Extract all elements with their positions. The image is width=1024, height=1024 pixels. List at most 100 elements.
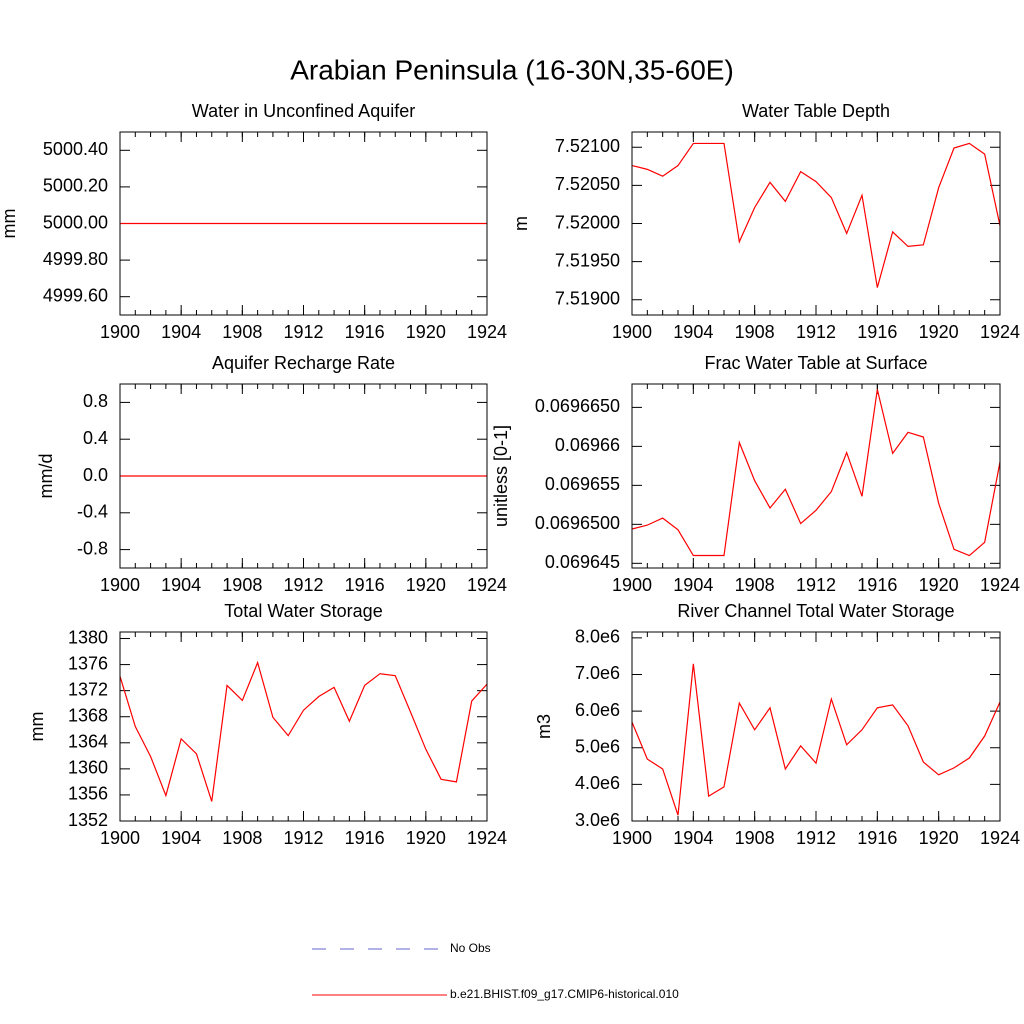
y-tick-label: 1380 [68, 627, 108, 647]
x-tick-label: 1916 [345, 575, 385, 595]
y-tick-label: 0.8 [83, 391, 108, 411]
y-axis-label: mm/d [36, 454, 56, 499]
y-tick-label: 1372 [68, 679, 108, 699]
y-tick-label: 7.51900 [555, 289, 620, 309]
data-line [631, 389, 1001, 557]
panel-title: Water in Unconfined Aquifer [192, 101, 415, 121]
x-tick-label: 1912 [796, 575, 836, 595]
y-tick-label: 7.51950 [555, 250, 620, 270]
y-axis-label: mm [0, 209, 19, 239]
x-tick-label: 1916 [857, 322, 897, 342]
plot-frame [631, 131, 1001, 316]
y-tick-label: 1352 [68, 810, 108, 830]
x-tick-label: 1912 [796, 828, 836, 848]
y-tick-label: 8.0e6 [575, 627, 620, 647]
y-tick-label: 5000.40 [43, 139, 108, 159]
y-tick-label: 3.0e6 [575, 810, 620, 830]
x-tick-label: 1924 [467, 828, 507, 848]
x-tick-label: 1920 [919, 828, 959, 848]
panel-title: River Channel Total Water Storage [677, 601, 954, 621]
y-tick-label: 1360 [68, 758, 108, 778]
y-tick-label: 4.0e6 [575, 773, 620, 793]
x-tick-label: 1908 [735, 828, 775, 848]
x-tick-label: 1924 [980, 828, 1020, 848]
x-tick-label: 1916 [345, 828, 385, 848]
plot-frame [631, 631, 1001, 822]
x-tick-label: 1904 [161, 322, 201, 342]
x-tick-label: 1912 [283, 828, 323, 848]
y-tick-label: 7.52050 [555, 174, 620, 194]
x-tick-label: 1900 [100, 828, 140, 848]
y-tick-label: 5000.00 [43, 212, 108, 232]
x-tick-label: 1924 [467, 575, 507, 595]
x-tick-label: 1916 [857, 828, 897, 848]
x-tick-label: 1924 [980, 575, 1020, 595]
panel-title: Aquifer Recharge Rate [212, 353, 395, 373]
x-tick-label: 1920 [919, 575, 959, 595]
panel-title: Total Water Storage [224, 601, 382, 621]
y-tick-label: 0.4 [83, 428, 108, 448]
panel-title: Water Table Depth [742, 101, 890, 121]
x-tick-label: 1920 [406, 828, 446, 848]
plot-frame [119, 131, 488, 316]
y-tick-label: 5.0e6 [575, 736, 620, 756]
y-axis-label: m [511, 216, 531, 231]
y-tick-label: 0.0 [83, 465, 108, 485]
x-tick-label: 1916 [345, 322, 385, 342]
y-tick-label: 6.0e6 [575, 700, 620, 720]
legend-label: No Obs [450, 941, 491, 955]
x-tick-label: 1920 [919, 322, 959, 342]
y-tick-label: 7.0e6 [575, 663, 620, 683]
y-tick-label: 0.0696500 [535, 513, 620, 533]
x-tick-label: 1900 [612, 322, 652, 342]
x-tick-label: 1920 [406, 575, 446, 595]
y-tick-label: 0.069655 [545, 474, 620, 494]
x-tick-label: 1924 [980, 322, 1020, 342]
x-tick-label: 1912 [283, 322, 323, 342]
data-line [631, 663, 1001, 816]
x-tick-label: 1904 [673, 828, 713, 848]
x-tick-label: 1904 [673, 575, 713, 595]
y-tick-label: 0.06966 [555, 435, 620, 455]
x-tick-label: 1908 [222, 828, 262, 848]
x-tick-label: 1920 [406, 322, 446, 342]
plot-frame [119, 631, 488, 822]
figure-title: Arabian Peninsula (16-30N,35-60E) [290, 54, 734, 85]
x-tick-label: 1908 [222, 322, 262, 342]
x-tick-label: 1916 [857, 575, 897, 595]
y-axis-label: m3 [534, 714, 554, 739]
x-tick-label: 1900 [100, 322, 140, 342]
y-tick-label: 7.52000 [555, 212, 620, 232]
y-tick-label: 0.0696650 [535, 396, 620, 416]
y-tick-label: 1376 [68, 653, 108, 673]
legend-label: b.e21.BHIST.f09_g17.CMIP6-historical.010 [450, 987, 679, 1001]
data-line [119, 660, 488, 802]
y-axis-label: mm [27, 712, 47, 742]
panel-title: Frac Water Table at Surface [704, 353, 927, 373]
y-tick-label: 1356 [68, 784, 108, 804]
x-tick-label: 1908 [735, 322, 775, 342]
y-tick-label: 1368 [68, 705, 108, 725]
y-tick-label: 1364 [68, 732, 108, 752]
x-tick-label: 1900 [612, 575, 652, 595]
x-tick-label: 1924 [467, 322, 507, 342]
y-axis-label: unitless [0-1] [491, 425, 511, 527]
x-tick-label: 1904 [161, 828, 201, 848]
y-tick-label: 4999.60 [43, 285, 108, 305]
x-tick-label: 1912 [796, 322, 836, 342]
x-tick-label: 1908 [222, 575, 262, 595]
y-tick-label: 0.069645 [545, 552, 620, 572]
data-line [631, 142, 1001, 288]
plot-frame [119, 383, 488, 569]
x-tick-label: 1900 [100, 575, 140, 595]
y-tick-label: -0.8 [77, 538, 108, 558]
y-tick-label: 5000.20 [43, 176, 108, 196]
x-tick-label: 1912 [283, 575, 323, 595]
x-tick-label: 1904 [161, 575, 201, 595]
y-tick-label: 7.52100 [555, 136, 620, 156]
y-tick-label: -0.4 [77, 502, 108, 522]
x-tick-label: 1904 [673, 322, 713, 342]
y-tick-label: 4999.80 [43, 249, 108, 269]
